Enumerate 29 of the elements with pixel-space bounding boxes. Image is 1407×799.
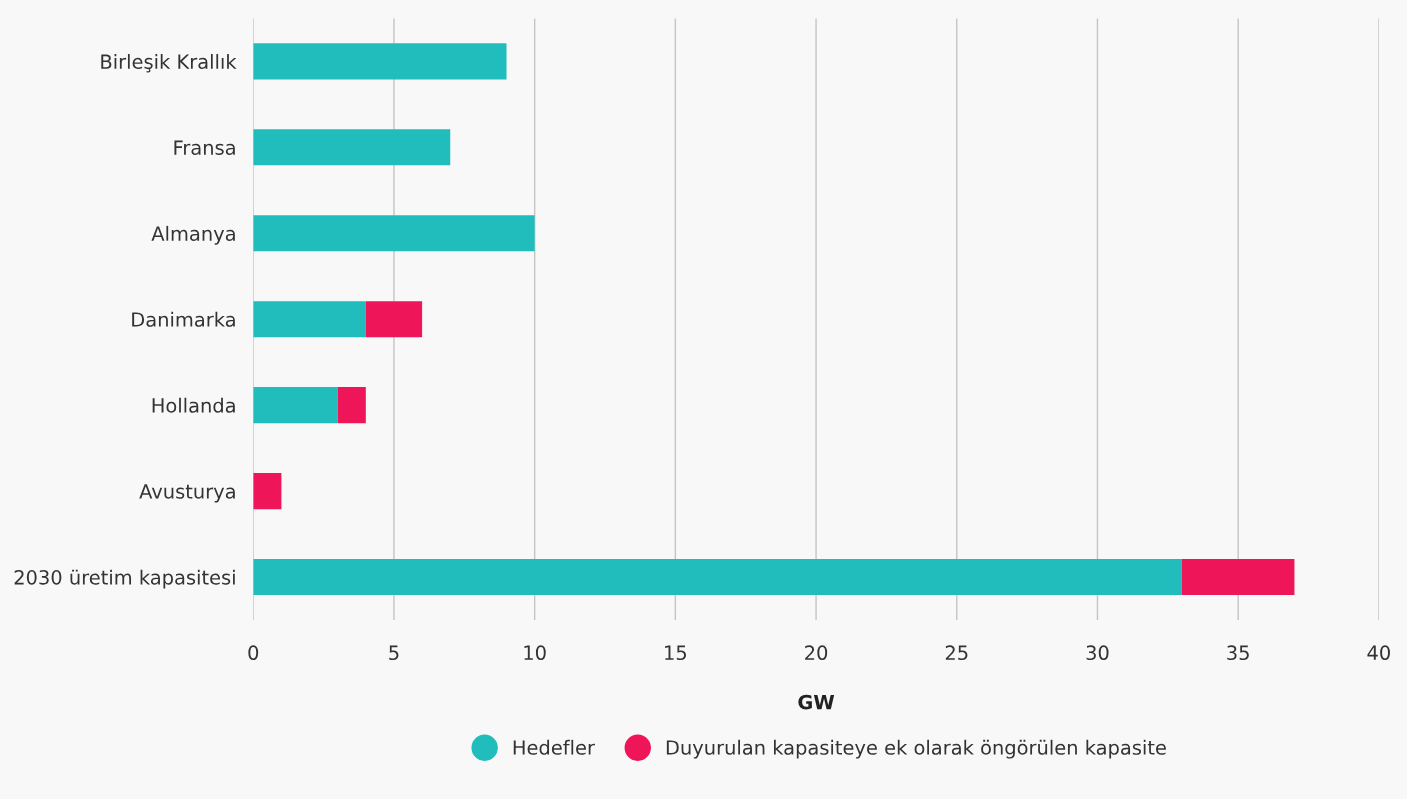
legend-label: Duyurulan kapasiteye ek olarak öngörülen kapasite (666, 739, 1166, 759)
x-tick-label: 35 (1227, 645, 1249, 661)
bar (253, 559, 1182, 596)
y-tick-label: Danimarka (132, 311, 235, 327)
x-tick-label: 20 (805, 645, 828, 661)
x-tick-label: 0 (248, 645, 259, 661)
y-tick-label: Avusturya (139, 484, 235, 503)
bar (253, 387, 338, 424)
bar (1181, 559, 1295, 596)
x-tick-label: 30 (1086, 645, 1109, 661)
y-tick-label: Hollanda (152, 397, 235, 413)
bar (365, 301, 423, 338)
bar (253, 473, 282, 510)
x-tick-label: 10 (524, 645, 546, 661)
bar (253, 215, 535, 252)
bar (253, 301, 366, 338)
bar (253, 43, 507, 80)
x-tick-label: 25 (945, 645, 968, 661)
x-tick-label: 5 (389, 645, 399, 661)
x-axis-title: GW (798, 694, 835, 710)
y-tick-label: Birleşik Krallık (101, 53, 237, 73)
y-tick-label: Fransa (174, 140, 235, 155)
y-tick-label: 2030 üretim kapasitesi (14, 569, 235, 589)
legend-label: Hedefler (513, 739, 595, 755)
bar (337, 387, 366, 424)
x-tick-label: 15 (665, 645, 687, 661)
bar (253, 129, 451, 166)
y-tick-label: Almanya (151, 225, 235, 245)
x-tick-label: 40 (1367, 645, 1390, 661)
